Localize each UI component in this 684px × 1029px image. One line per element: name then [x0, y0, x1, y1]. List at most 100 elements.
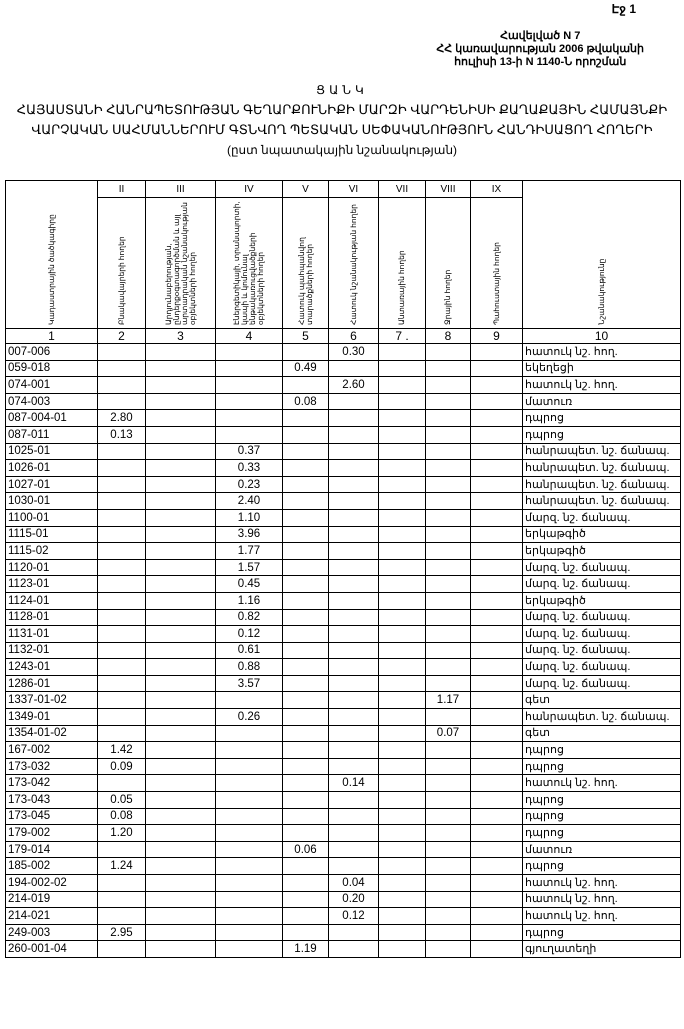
area-cell	[328, 575, 379, 593]
title-line-1: ՀԱՅԱՍՏԱՆԻ ՀԱՆՐԱՊԵՏՈՒԹՅԱՆ ԳԵՂԱՐՔՈՒՆԻՔԻ ՄԱ…	[16, 102, 668, 117]
area-cell	[282, 874, 329, 892]
area-cell: 0.14	[328, 774, 379, 793]
cadastral-code: 1030-01	[5, 492, 98, 510]
area-cell: 0.45	[215, 575, 283, 593]
area-cell	[425, 392, 471, 411]
area-cell	[328, 940, 379, 958]
area-cell: 3.96	[215, 525, 283, 544]
area-cell: 0.49	[282, 359, 329, 378]
cadastral-code: 179-002	[5, 824, 98, 842]
area-cell	[145, 425, 216, 444]
cadastral-code: 1120-01	[5, 558, 98, 577]
area-cell	[145, 542, 216, 560]
area-cell	[328, 923, 379, 942]
area-cell	[378, 824, 426, 842]
table-row: 1354-01-02 0.07 գետ	[5, 724, 681, 743]
area-cell	[145, 774, 216, 793]
area-cell	[215, 376, 283, 394]
table-row: 074-003 0.08 մատուռ	[5, 392, 681, 411]
purpose-cell: հանրապետ. նշ. ճանապ.	[522, 708, 681, 726]
area-cell	[378, 791, 426, 809]
cadastral-code: 179-014	[5, 840, 98, 859]
area-cell	[97, 442, 146, 461]
area-cell	[282, 658, 329, 676]
area-cell	[145, 376, 216, 394]
area-cell	[282, 857, 329, 875]
area-cell	[328, 641, 379, 660]
area-cell	[97, 359, 146, 378]
table-row: 260-001-04 1.19 գյուղատեղի	[5, 940, 681, 958]
table-row: 179-002 1.20 դպրոց	[5, 824, 681, 842]
area-cell	[470, 508, 523, 527]
area-cell	[282, 343, 329, 361]
area-cell	[97, 459, 146, 477]
area-cell	[425, 425, 471, 444]
column-roman-number: VII	[378, 180, 426, 198]
area-cell	[97, 691, 146, 710]
area-cell	[145, 492, 216, 510]
area-cell	[282, 824, 329, 842]
document-title: ՑԱՆԿ ՀԱՅԱՍՏԱՆԻ ՀԱՆՐԱՊԵՏՈՒԹՅԱՆ ԳԵՂԱՐՔՈՒՆԻ…	[0, 80, 684, 160]
area-cell	[378, 708, 426, 726]
column-roman-number: IX	[470, 180, 523, 198]
area-cell	[97, 840, 146, 859]
column-header: Հատուկ նշանակության հողեր	[328, 197, 379, 329]
land-table: Կադաստրային ծածկագիրը II III IV V VI VII VIII IX…	[5, 180, 681, 958]
area-cell	[470, 774, 523, 793]
area-cell: 0.05	[97, 791, 146, 809]
area-cell	[470, 658, 523, 676]
area-cell: 2.80	[97, 409, 146, 427]
column-header: Էներգետիկայի, տրանսպորտի, կապի և կոմունա…	[215, 197, 283, 329]
area-cell	[328, 558, 379, 577]
table-row: 1131-01 0.12 մարզ. նշ. ճանապ.	[5, 625, 681, 643]
area-cell	[145, 525, 216, 544]
purpose-cell: մարզ. նշ. ճանապ.	[522, 575, 681, 593]
area-cell	[378, 442, 426, 461]
area-cell	[282, 674, 329, 693]
table-row: 1120-01 1.57 մարզ. նշ. ճանապ.	[5, 558, 681, 577]
table-row: 1243-01 0.88 մարզ. նշ. ճանապ.	[5, 658, 681, 676]
area-cell	[97, 542, 146, 560]
area-cell: 1.24	[97, 857, 146, 875]
table-row: 1115-01 3.96 երկաթգիծ	[5, 525, 681, 544]
area-cell	[425, 641, 471, 660]
table-row: 1128-01 0.82 մարզ. նշ. ճանապ.	[5, 608, 681, 627]
area-cell	[328, 857, 379, 875]
page-number: Էջ 1	[611, 2, 636, 16]
area-cell: 1.20	[97, 824, 146, 842]
area-cell: 0.06	[282, 840, 329, 859]
purpose-cell: դպրոց	[522, 741, 681, 759]
area-cell	[282, 475, 329, 494]
area-cell	[470, 641, 523, 660]
area-cell	[470, 525, 523, 544]
area-cell	[215, 359, 283, 378]
area-cell	[328, 459, 379, 477]
cadastral-code: 074-003	[5, 392, 98, 411]
area-cell	[425, 857, 471, 875]
purpose-cell: մատուռ	[522, 840, 681, 859]
area-cell	[215, 724, 283, 743]
area-cell	[378, 890, 426, 909]
area-cell: 0.23	[215, 475, 283, 494]
area-cell	[378, 542, 426, 560]
area-cell	[215, 840, 283, 859]
table-row: 173-045 0.08 դպրոց	[5, 807, 681, 826]
area-cell	[470, 791, 523, 809]
area-cell	[470, 907, 523, 925]
area-cell	[328, 409, 379, 427]
table-row: 1132-01 0.61 մարզ. նշ. ճանապ.	[5, 641, 681, 660]
area-cell	[215, 874, 283, 892]
column-number: 1	[5, 328, 98, 344]
area-cell	[378, 774, 426, 793]
area-cell	[282, 575, 329, 593]
area-cell	[145, 874, 216, 892]
column-number: 3	[145, 328, 216, 344]
area-cell	[425, 575, 471, 593]
area-cell	[328, 741, 379, 759]
column-roman-number: II	[97, 180, 146, 198]
cadastral-code: 194-002-02	[5, 874, 98, 892]
area-cell	[215, 691, 283, 710]
column-number: 5	[282, 328, 329, 344]
area-cell	[378, 724, 426, 743]
area-cell	[425, 459, 471, 477]
